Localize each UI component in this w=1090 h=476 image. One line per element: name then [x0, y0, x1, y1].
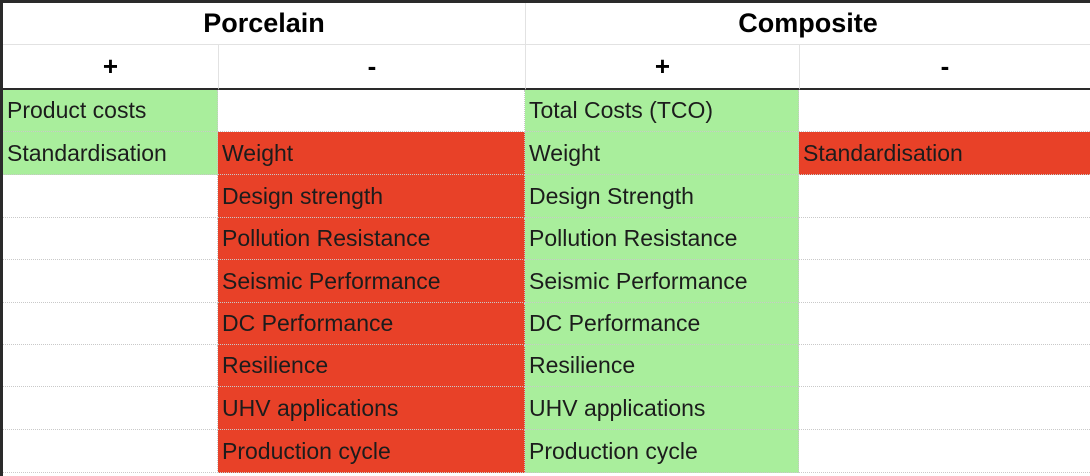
porcelain-header: Porcelain — [3, 3, 525, 45]
porcelain-plus-cell — [3, 387, 218, 430]
composite-plus-cell: Weight — [525, 132, 799, 175]
porcelain-plus-cell — [3, 260, 218, 303]
composite-plus-cell: Design Strength — [525, 175, 799, 218]
composite-minus-cell — [799, 345, 1090, 387]
porcelain-plus-cell: Product costs — [3, 90, 218, 132]
porcelain-minus-cell — [218, 90, 525, 132]
porcelain-minus-cell: UHV applications — [218, 387, 525, 430]
composite-plus-cell: DC Performance — [525, 303, 799, 345]
composite-plus-cell: Total Costs (TCO) — [525, 90, 799, 132]
porcelain-minus-cell: Production cycle — [218, 430, 525, 473]
porcelain-minus-cell: Design strength — [218, 175, 525, 218]
porcelain-minus-cell: Pollution Resistance — [218, 218, 525, 260]
porcelain-plus-header: + — [3, 45, 218, 90]
porcelain-plus-cell — [3, 430, 218, 473]
composite-minus-cell — [799, 303, 1090, 345]
composite-plus-cell: UHV applications — [525, 387, 799, 430]
composite-minus-header: - — [799, 45, 1090, 90]
composite-minus-cell — [799, 175, 1090, 218]
composite-minus-cell — [799, 90, 1090, 132]
porcelain-minus-cell: DC Performance — [218, 303, 525, 345]
composite-minus-cell — [799, 218, 1090, 260]
porcelain-plus-cell — [3, 175, 218, 218]
porcelain-plus-cell — [3, 303, 218, 345]
composite-minus-cell — [799, 430, 1090, 473]
composite-minus-cell — [799, 387, 1090, 430]
composite-minus-cell — [799, 260, 1090, 303]
porcelain-plus-cell: Standardisation — [3, 132, 218, 175]
composite-plus-header: + — [525, 45, 799, 90]
porcelain-minus-cell: Weight — [218, 132, 525, 175]
porcelain-plus-cell — [3, 345, 218, 387]
composite-header: Composite — [525, 3, 1090, 45]
composite-plus-cell: Resilience — [525, 345, 799, 387]
porcelain-minus-cell: Resilience — [218, 345, 525, 387]
porcelain-plus-cell — [3, 218, 218, 260]
composite-plus-cell: Production cycle — [525, 430, 799, 473]
composite-plus-cell: Seismic Performance — [525, 260, 799, 303]
composite-minus-cell: Standardisation — [799, 132, 1090, 175]
composite-plus-cell: Pollution Resistance — [525, 218, 799, 260]
table-grid: Porcelain Composite + - + - Product cost… — [3, 3, 1090, 473]
porcelain-minus-cell: Seismic Performance — [218, 260, 525, 303]
porcelain-minus-header: - — [218, 45, 525, 90]
